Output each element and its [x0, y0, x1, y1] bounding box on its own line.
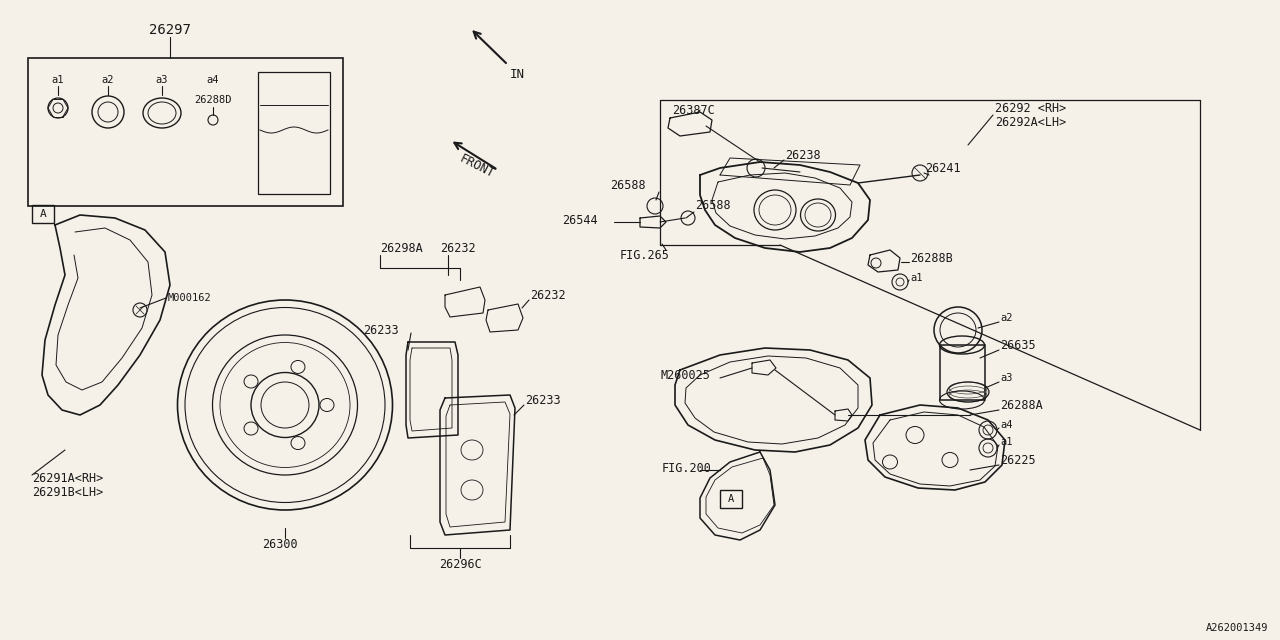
Text: 26232: 26232 — [530, 289, 566, 301]
Text: 26238: 26238 — [785, 148, 820, 161]
Text: M260025: M260025 — [660, 369, 710, 381]
Bar — [32, 205, 54, 223]
Text: 26233: 26233 — [525, 394, 561, 406]
Bar — [721, 490, 742, 508]
Text: 26588: 26588 — [611, 179, 645, 191]
Text: a4: a4 — [1000, 420, 1012, 430]
Text: a2: a2 — [101, 75, 114, 85]
Text: a1: a1 — [51, 75, 64, 85]
Bar — [259, 72, 330, 194]
Text: 26292 <RH>: 26292 <RH> — [995, 102, 1066, 115]
Text: 26298A: 26298A — [380, 241, 422, 255]
Text: 26288B: 26288B — [910, 252, 952, 264]
Text: IN: IN — [509, 68, 525, 81]
Text: 26291B<LH>: 26291B<LH> — [32, 486, 104, 499]
Bar — [940, 345, 986, 400]
Text: a1: a1 — [1000, 437, 1012, 447]
Text: A262001349: A262001349 — [1206, 623, 1268, 633]
Text: 26233: 26233 — [364, 323, 398, 337]
Text: a4: a4 — [207, 75, 219, 85]
Text: 26300: 26300 — [262, 538, 298, 552]
Text: 26588: 26588 — [695, 198, 731, 211]
Text: a3: a3 — [1000, 373, 1012, 383]
Text: 26297: 26297 — [148, 23, 191, 37]
Text: FIG.200: FIG.200 — [662, 461, 712, 474]
Text: a2: a2 — [1000, 313, 1012, 323]
Text: FIG.265: FIG.265 — [620, 248, 669, 262]
Text: a1: a1 — [910, 273, 923, 283]
Text: 26291A<RH>: 26291A<RH> — [32, 472, 104, 484]
Text: 26387C: 26387C — [672, 104, 714, 116]
Text: A: A — [40, 209, 46, 219]
Text: 26288A: 26288A — [1000, 399, 1043, 412]
Text: M000162: M000162 — [168, 293, 211, 303]
Text: a3: a3 — [156, 75, 168, 85]
Text: 26232: 26232 — [440, 241, 476, 255]
Text: 26296C: 26296C — [439, 559, 481, 572]
Text: FRONT: FRONT — [457, 152, 497, 181]
Text: 26225: 26225 — [1000, 454, 1036, 467]
Text: 26544: 26544 — [562, 214, 598, 227]
Bar — [28, 58, 343, 206]
Text: 26241: 26241 — [925, 161, 960, 175]
Text: 26635: 26635 — [1000, 339, 1036, 351]
Text: A: A — [728, 494, 735, 504]
Text: 26292A<LH>: 26292A<LH> — [995, 115, 1066, 129]
Text: 26288D: 26288D — [195, 95, 232, 105]
